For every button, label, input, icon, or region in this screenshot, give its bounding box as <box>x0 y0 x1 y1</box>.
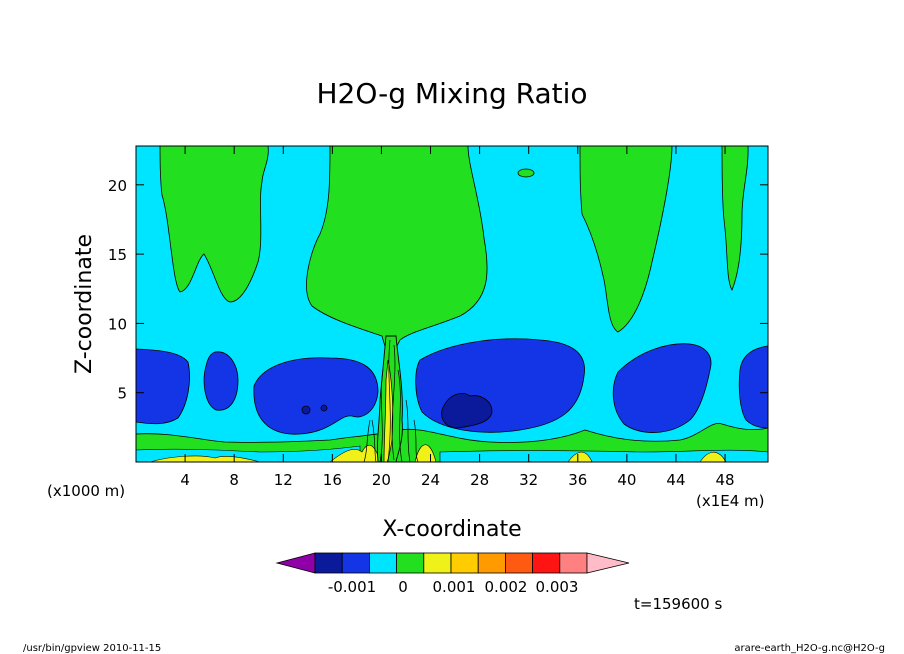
contour-darkblue-spot-1 <box>301 405 311 415</box>
contour-green-plume-far-right <box>721 145 749 291</box>
contour-blue-cell-3 <box>253 357 379 435</box>
colorbar-arrow-right <box>586 552 630 574</box>
y-axis-label: Z-coordinate <box>72 234 97 374</box>
colorbar-swatch <box>450 552 479 574</box>
colorbar-swatch <box>314 552 343 574</box>
contour-blue-cell-5 <box>612 343 712 433</box>
x-unit-right: (x1E4 m) <box>696 492 765 510</box>
colorbar: -0.001 0 0.001 0.002 0.003 <box>275 552 630 596</box>
x-unit-left: (x1000 m) <box>47 482 125 500</box>
contour-blue-cell-4 <box>415 338 585 433</box>
x-tick-label: 44 <box>666 471 685 489</box>
y-tick-label: 10 <box>108 315 127 333</box>
colorbar-swatch <box>396 552 425 574</box>
contour-yellow-surface-band <box>149 444 727 463</box>
colorbar-label: 0.002 <box>485 578 528 596</box>
contour-green-plume-center <box>306 145 488 351</box>
x-tick-label: 40 <box>617 471 636 489</box>
x-tick-label: 16 <box>323 471 342 489</box>
x-tick-label: 8 <box>229 471 239 489</box>
colorbar-swatch <box>477 552 506 574</box>
x-tick-label: 48 <box>716 471 735 489</box>
colorbar-swatch <box>423 552 452 574</box>
plot-frame <box>135 145 769 463</box>
plot-area <box>135 145 769 463</box>
x-axis: 4 8 12 16 20 24 28 32 36 40 44 48 <box>180 146 735 489</box>
x-tick-label: 4 <box>180 471 190 489</box>
x-tick-label: 20 <box>372 471 391 489</box>
y-tick-label: 20 <box>108 177 127 195</box>
contour-column-filaments <box>363 339 419 463</box>
x-axis-label: X-coordinate <box>382 517 521 542</box>
y-tick-label: 15 <box>108 246 127 264</box>
x-tick-label: 32 <box>519 471 538 489</box>
colorbar-arrow-left <box>275 552 316 574</box>
colorbar-swatch <box>341 552 370 574</box>
y-tick-label: 5 <box>117 385 127 403</box>
colorbar-swatch <box>368 552 397 574</box>
colorbar-label: 0.001 <box>433 578 476 596</box>
colorbar-swatch <box>504 552 533 574</box>
colorbar-label: 0.003 <box>536 578 579 596</box>
contour-blue-cell-right <box>738 345 769 429</box>
x-tick-label: 36 <box>568 471 587 489</box>
colorbar-label: -0.001 <box>328 578 376 596</box>
y-axis: 5 10 15 20 <box>108 177 768 403</box>
time-label: t=159600 s <box>634 595 722 613</box>
colorbar-swatch <box>559 552 588 574</box>
colorbar-label: 0 <box>398 578 408 596</box>
footer-right: arare-earth_H2O-g.nc@H2O-g <box>734 643 885 654</box>
colorbar-swatch <box>532 552 561 574</box>
contour-darkblue-cell-4 <box>441 393 493 429</box>
contour-blue-cell-2 <box>203 351 239 411</box>
contour-darkblue-spot-2 <box>320 404 328 412</box>
contour-green-plume-right <box>579 145 673 333</box>
contour-green-plume-left <box>159 145 269 303</box>
x-tick-label: 24 <box>421 471 440 489</box>
contour-cyan-surface-band <box>135 445 769 463</box>
contour-blue-cell-left <box>135 348 190 425</box>
chart-title: H2O-g Mixing Ratio <box>316 77 587 110</box>
contour-green-patch-small <box>517 168 535 178</box>
x-tick-label: 12 <box>274 471 293 489</box>
footer-left: /usr/bin/gpview 2010-11-15 <box>23 643 161 654</box>
x-tick-label: 28 <box>470 471 489 489</box>
